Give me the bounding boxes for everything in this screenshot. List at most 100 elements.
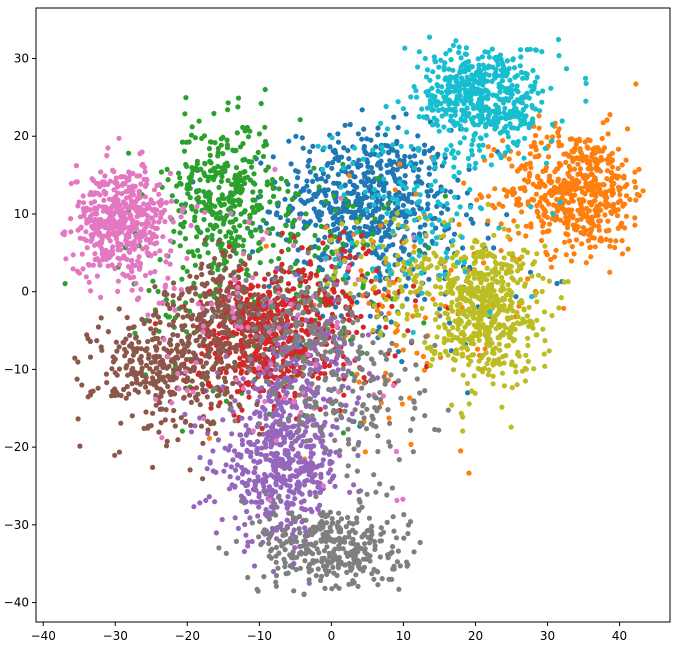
scatter-point [418, 159, 424, 165]
scatter-point [195, 195, 201, 201]
scatter-point [182, 236, 189, 242]
scatter-point [351, 482, 357, 488]
scatter-point [282, 196, 288, 202]
scatter-point [317, 315, 323, 321]
scatter-point [155, 335, 161, 342]
scatter-point [223, 265, 229, 271]
scatter-point [619, 162, 625, 168]
scatter-point [236, 313, 242, 319]
scatter-point [236, 263, 242, 269]
scatter-point [333, 304, 339, 310]
scatter-point [619, 251, 626, 257]
scatter-point [192, 285, 198, 291]
scatter-point [356, 157, 362, 163]
scatter-point [519, 209, 525, 215]
scatter-point [349, 341, 355, 347]
scatter-point [541, 207, 547, 213]
scatter-point [354, 468, 360, 474]
scatter-point [252, 316, 258, 322]
scatter-point [183, 418, 189, 424]
scatter-point [429, 238, 435, 244]
scatter-point [263, 478, 269, 484]
scatter-point [368, 137, 374, 143]
scatter-point [345, 147, 351, 154]
scatter-point [500, 203, 506, 209]
scatter-point [303, 550, 309, 557]
scatter-point [290, 531, 296, 537]
scatter-point [600, 181, 606, 188]
scatter-point [416, 231, 422, 237]
scatter-point [306, 569, 312, 575]
scatter-point [116, 261, 123, 268]
scatter-point [536, 125, 542, 131]
scatter-point [215, 374, 221, 380]
scatter-point [299, 327, 305, 333]
scatter-point [273, 559, 279, 565]
scatter-point [263, 444, 269, 450]
scatter-point [615, 146, 622, 152]
scatter-point [247, 515, 253, 521]
scatter-point [220, 293, 226, 300]
scatter-point [144, 249, 150, 255]
scatter-point [301, 591, 307, 597]
scatter-point [595, 206, 601, 212]
scatter-point [335, 171, 341, 178]
scatter-point [265, 271, 271, 277]
scatter-point [383, 356, 390, 362]
scatter-point [218, 142, 224, 148]
scatter-point [594, 181, 600, 187]
scatter-point [254, 586, 260, 593]
scatter-point [364, 350, 370, 357]
scatter-point [127, 194, 133, 200]
scatter-point [428, 188, 434, 194]
scatter-point [260, 236, 266, 242]
scatter-point [192, 217, 198, 224]
scatter-point [541, 220, 547, 226]
scatter-point [194, 234, 200, 240]
scatter-point [275, 461, 281, 467]
scatter-point [348, 214, 354, 221]
scatter-point [355, 395, 362, 401]
scatter-point [349, 565, 355, 572]
scatter-point [251, 563, 258, 569]
scatter-point [246, 427, 252, 433]
scatter-point [355, 442, 361, 448]
scatter-point [417, 206, 423, 212]
scatter-point [230, 345, 236, 351]
scatter-point [232, 484, 238, 490]
scatter-point [265, 313, 271, 319]
scatter-point [215, 145, 221, 152]
scatter-point [314, 558, 320, 564]
scatter-point [506, 227, 512, 233]
scatter-point [240, 157, 246, 163]
scatter-point [105, 145, 111, 151]
scatter-point [274, 504, 280, 510]
scatter-point [249, 361, 255, 367]
scatter-point [165, 177, 171, 183]
scatter-point [215, 437, 221, 443]
scatter-point [302, 542, 308, 549]
scatter-point [412, 303, 419, 310]
scatter-point [542, 196, 548, 202]
scatter-point [142, 169, 148, 175]
scatter-point [268, 258, 274, 264]
scatter-point [354, 161, 360, 167]
scatter-point [160, 364, 166, 371]
scatter-point [544, 228, 550, 234]
scatter-point [263, 167, 269, 173]
scatter-point [554, 280, 560, 287]
scatter-point [143, 409, 149, 415]
scatter-point [382, 233, 388, 239]
scatter-point [307, 561, 313, 568]
scatter-point [215, 308, 221, 314]
scatter-point [142, 384, 149, 390]
scatter-point [254, 449, 260, 455]
scatter-point [375, 582, 381, 588]
scatter-point [607, 188, 613, 194]
scatter-point [331, 180, 337, 186]
scatter-point [332, 340, 338, 346]
scatter-point [618, 223, 624, 229]
scatter-point [116, 135, 122, 141]
scatter-point [207, 168, 214, 174]
scatter-point [259, 385, 265, 391]
